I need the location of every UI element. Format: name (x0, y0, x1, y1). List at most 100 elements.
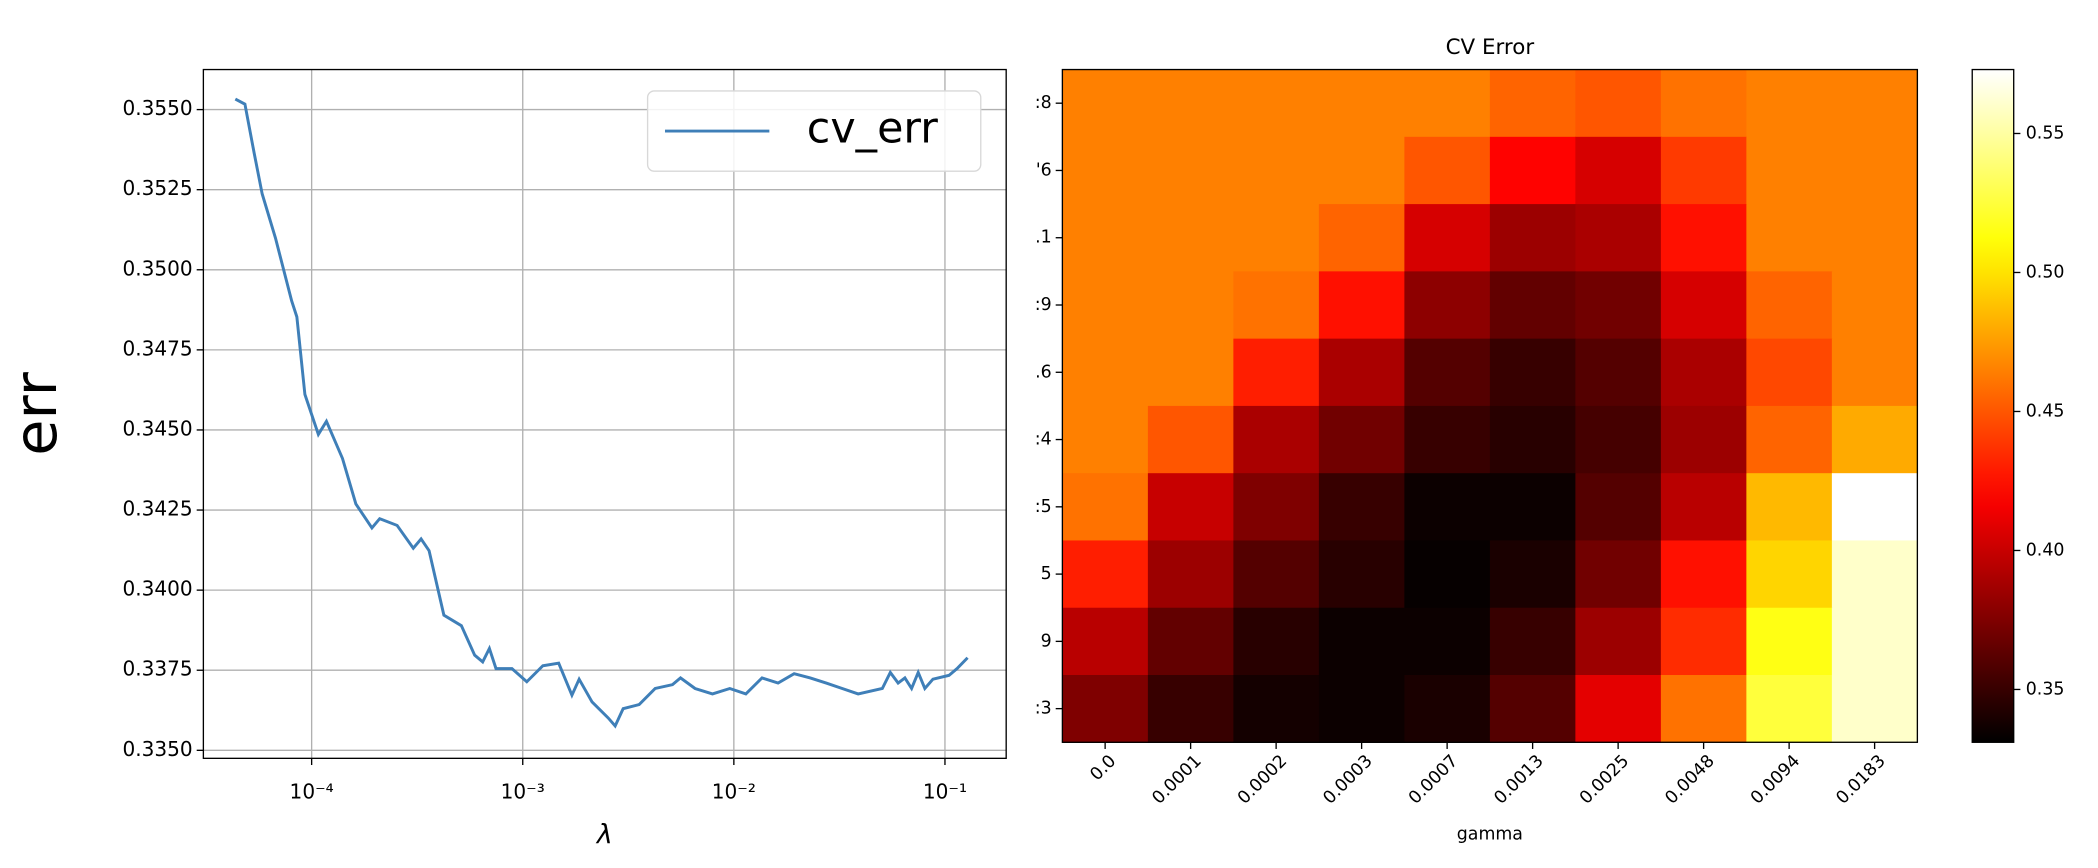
heatmap-cell (1404, 204, 1491, 273)
heatmap-cell (1233, 271, 1320, 340)
heatmap-cell (1489, 675, 1577, 743)
heatmap-cell (1318, 136, 1406, 205)
heatmap-cell (1404, 607, 1491, 676)
heatmap-cell (1147, 69, 1235, 138)
heatmap-cell (1233, 675, 1320, 743)
y-tick-label: 0.3525 (123, 176, 193, 200)
heatmap-cell (1746, 540, 1833, 609)
heatmap-cell (1147, 675, 1235, 743)
legend-box (646, 90, 982, 172)
x-tick-label: 0.0094 (1747, 751, 1804, 808)
heatmap-cell (1233, 540, 1320, 609)
heatmap-cell (1660, 540, 1748, 609)
heatmap-cell (1575, 473, 1662, 542)
heatmap-cell (1489, 204, 1577, 273)
heatmap-cell (1233, 204, 1320, 273)
heatmap-cell (1660, 204, 1748, 273)
heatmap-cell (1233, 136, 1320, 205)
heatmap-cell (1831, 540, 1919, 609)
heatmap-cell (1660, 405, 1748, 474)
x-tick-label: 0.0 (1087, 751, 1121, 785)
heatmap-cell (1147, 473, 1235, 542)
heatmap-cell (1489, 136, 1577, 205)
y-tick-label: 9 (1041, 631, 1052, 651)
heatmap-cell (1062, 540, 1149, 609)
heatmap-cell (1575, 338, 1662, 407)
heatmap-cell (1318, 69, 1406, 138)
heatmap-cell (1746, 271, 1833, 340)
heatmap-cell (1404, 675, 1491, 743)
heatmap-cell (1233, 69, 1320, 138)
heatmap-cell (1660, 69, 1748, 138)
heatmap-cell (1318, 271, 1406, 340)
heatmap-cell (1062, 473, 1149, 542)
heatmap-cell (1147, 271, 1235, 340)
y-axis-label: err (1, 371, 70, 455)
heatmap-cell (1660, 136, 1748, 205)
y-tick-label: :3 (1035, 699, 1052, 719)
heatmap-cell (1147, 136, 1235, 205)
heatmap-cell (1489, 405, 1577, 474)
y-tick-label: :8 (1035, 93, 1052, 113)
heatmap-cell (1489, 69, 1577, 138)
x-tick-label: 0.0003 (1320, 751, 1377, 808)
heatmap-cell (1746, 204, 1833, 273)
chart-title: CV Error (1446, 35, 1535, 60)
y-tick-label: 0.3375 (123, 657, 193, 681)
heatmap-cell (1062, 271, 1149, 340)
y-tick-label: '6 (1036, 160, 1052, 180)
heatmap-cell (1147, 607, 1235, 676)
x-tick-label: 10⁻⁴ (290, 780, 334, 804)
y-tick-label: 0.3400 (123, 577, 193, 601)
heatmap-cell (1404, 540, 1491, 609)
y-tick-label: 0.3450 (123, 416, 193, 440)
heatmap-cell (1746, 473, 1833, 542)
colorbar (1971, 68, 2015, 743)
x-axis-label: λ (595, 819, 613, 850)
heatmap-cell (1831, 136, 1919, 205)
heatmap-cell (1831, 271, 1919, 340)
x-tick-label: 0.0048 (1662, 751, 1719, 808)
heatmap-cell (1062, 204, 1149, 273)
colorbar-tick-label: 0.35 (2026, 679, 2065, 699)
x-tick-label: 0.0025 (1576, 751, 1633, 808)
heatmap-cell (1831, 607, 1919, 676)
heatmap-cell (1746, 405, 1833, 474)
heatmap-cell (1831, 338, 1919, 407)
y-tick-label: 0.3475 (123, 336, 193, 360)
heatmap-cell (1318, 607, 1406, 676)
x-tick-label: 0.0013 (1491, 751, 1548, 808)
heatmap-cell (1746, 338, 1833, 407)
colorbar-tick-label: 0.55 (2026, 123, 2065, 143)
heatmap-cell (1575, 540, 1662, 609)
heatmap-cell (1318, 675, 1406, 743)
x-tick-label: 10⁻² (712, 780, 756, 804)
heatmap-cell (1318, 540, 1406, 609)
x-axis-label: gamma (1457, 825, 1523, 845)
heatmap-cell (1746, 607, 1833, 676)
heatmap-cell (1233, 607, 1320, 676)
heatmap-cell (1489, 473, 1577, 542)
y-tick-label: .1 (1035, 228, 1052, 248)
colorbar-tick-label: 0.45 (2026, 401, 2065, 421)
heatmap-cell (1147, 540, 1235, 609)
heatmap-cell (1575, 271, 1662, 340)
heatmap-cell (1404, 473, 1491, 542)
y-tick-label: 0.3425 (123, 497, 193, 521)
x-tick-label: 0.0001 (1149, 751, 1206, 808)
colorbar-tick-label: 0.50 (2026, 262, 2065, 282)
heatmap-cell (1404, 271, 1491, 340)
heatmap-cell (1489, 271, 1577, 340)
y-tick-label: :4 (1035, 430, 1052, 450)
colorbar-tick-label: 0.40 (2026, 540, 2065, 560)
x-tick-label: 0.0007 (1405, 751, 1462, 808)
x-tick-label: 10⁻³ (501, 780, 545, 804)
heatmap-cell (1831, 405, 1919, 474)
heatmap-cell (1831, 204, 1919, 273)
x-tick-label: 0.0002 (1234, 751, 1291, 808)
heatmap-cell (1233, 405, 1320, 474)
heatmap-cell (1746, 675, 1833, 743)
heatmap-cell (1575, 69, 1662, 138)
heatmap-cell (1746, 69, 1833, 138)
